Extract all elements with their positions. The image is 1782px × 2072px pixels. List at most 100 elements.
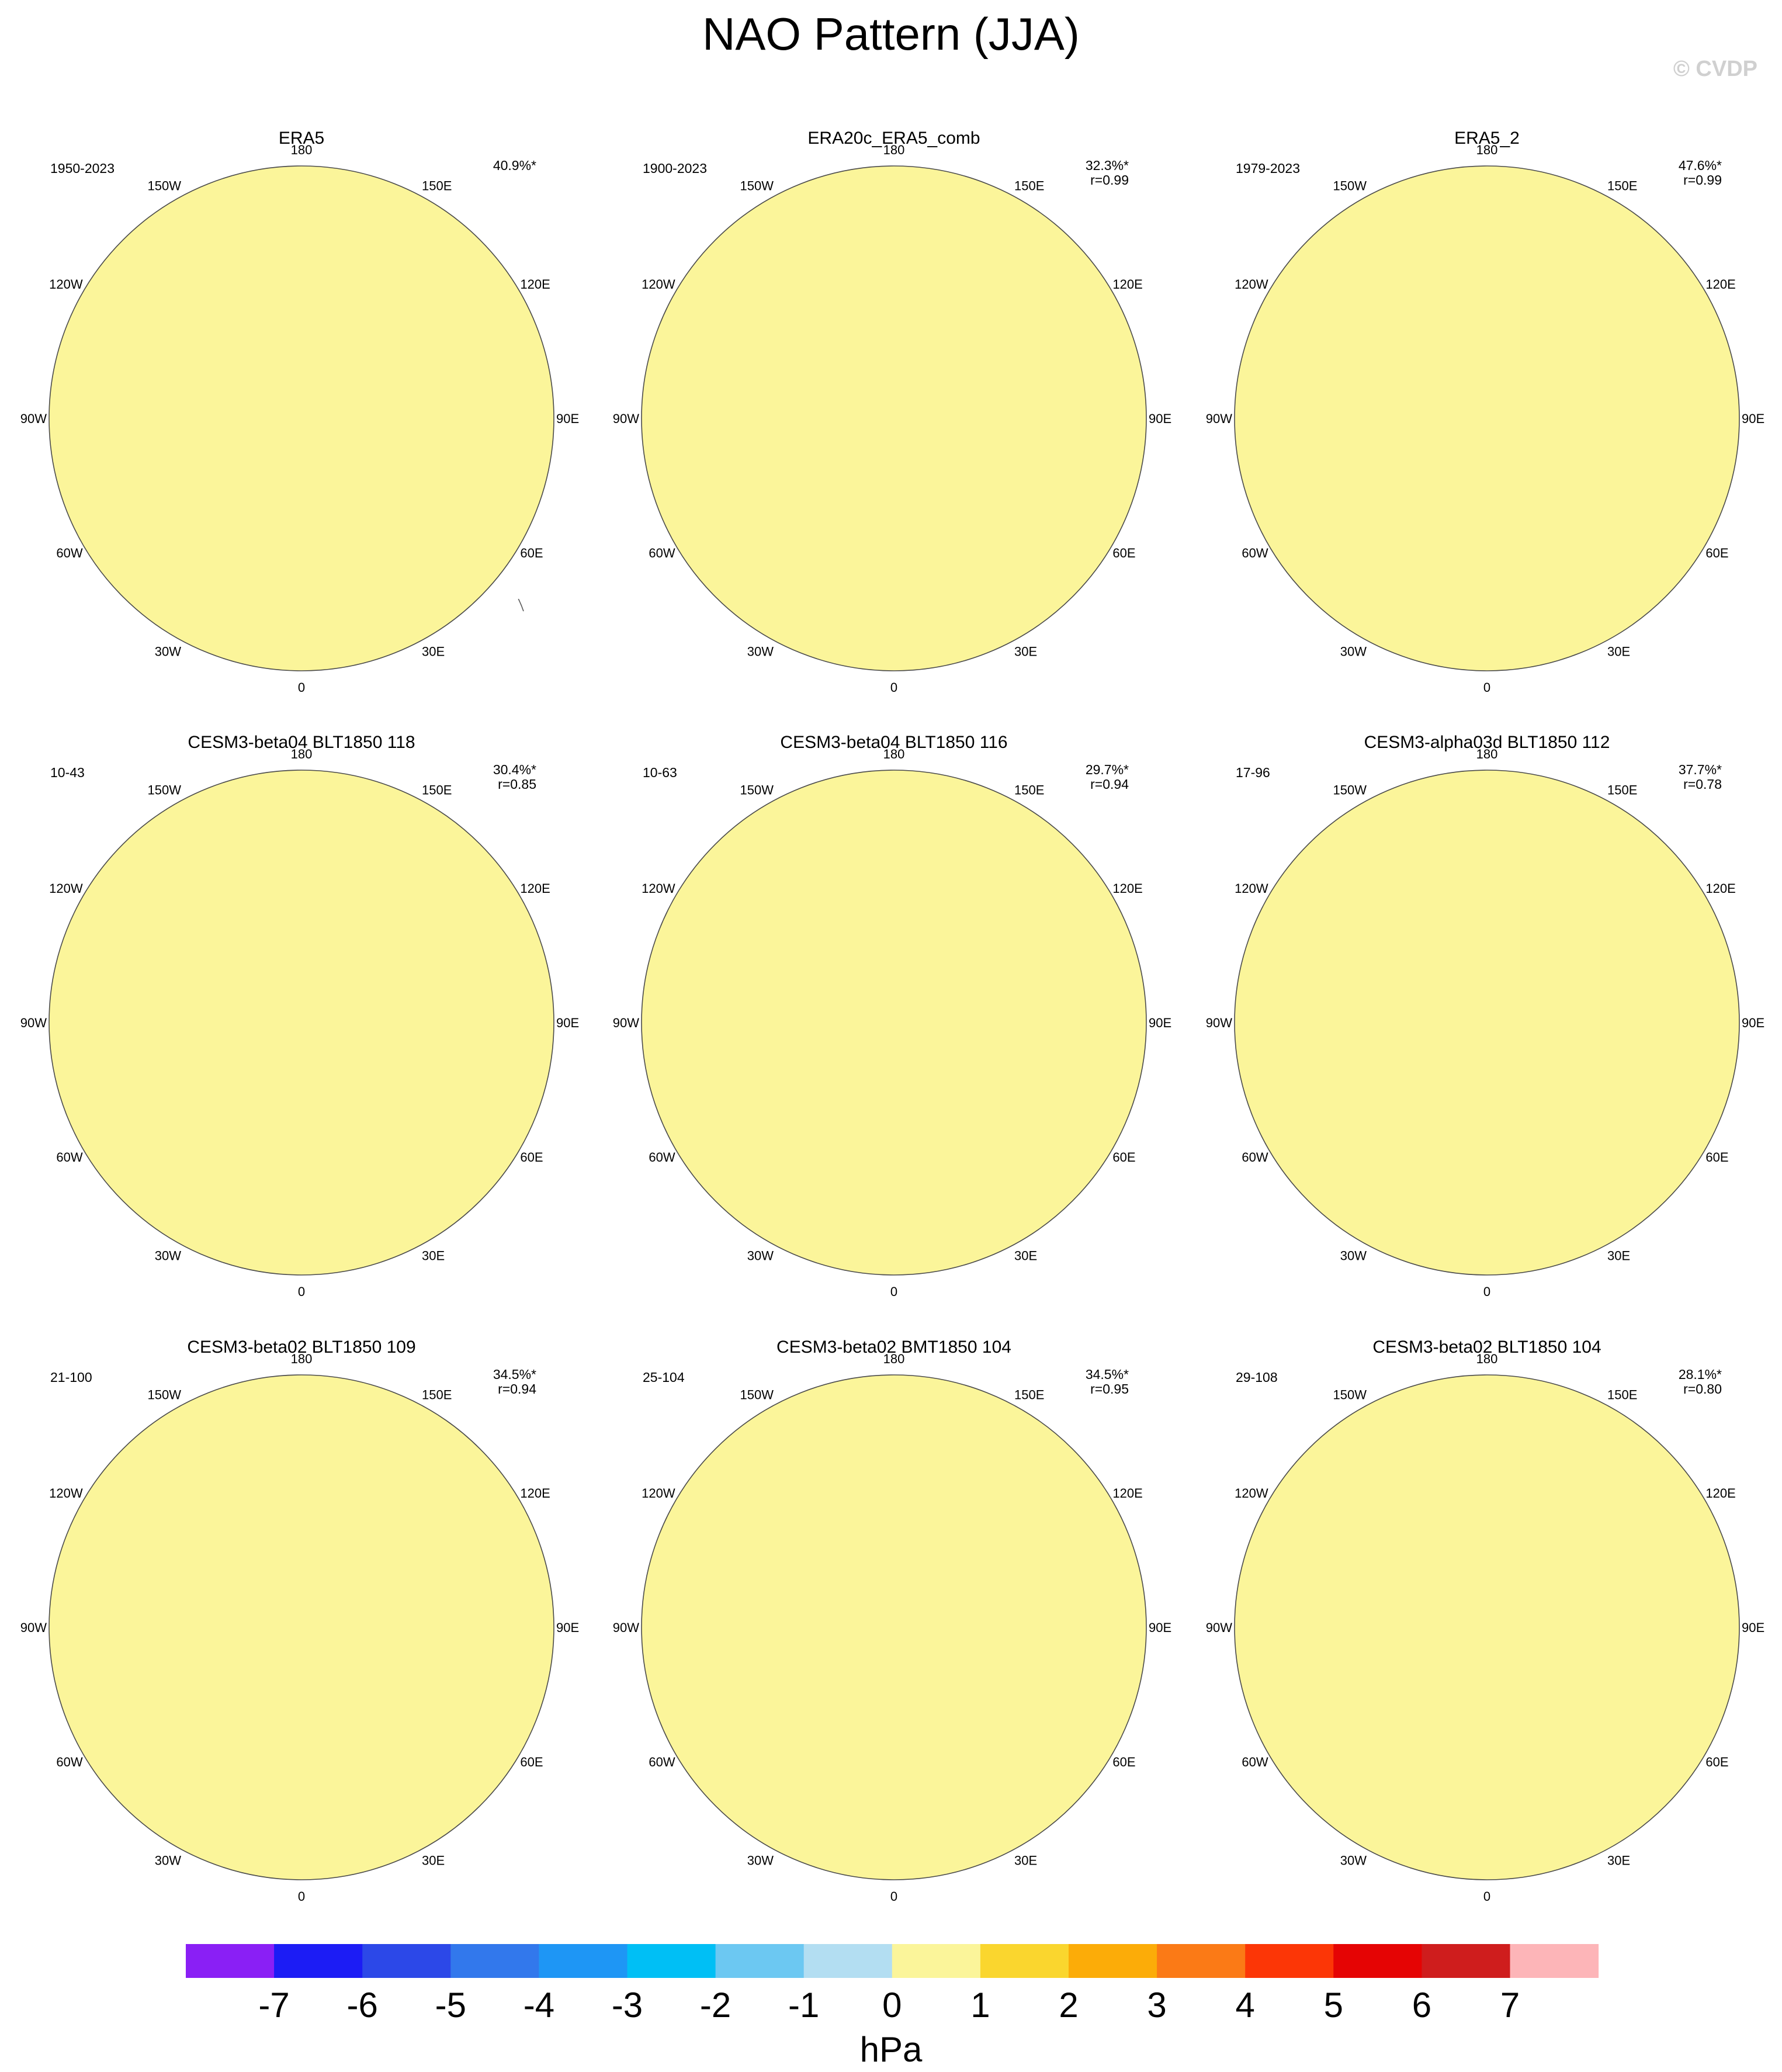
longitude-label: 90E <box>1742 1016 1764 1030</box>
figure-title: NAO Pattern (JJA) <box>702 8 1080 60</box>
map-panel: CESM3-alpha03d BLT1850 112 17-96 37.7%*r=0… <box>1206 733 1764 1299</box>
panel-title: ERA5 <box>279 129 324 148</box>
colorbar-swatch <box>1333 1944 1422 1978</box>
panel-variance-pct: 40.9%* <box>493 158 536 173</box>
longitude-label: 150W <box>148 783 182 798</box>
map-outline <box>48 1374 554 1880</box>
longitude-label: 120E <box>1705 881 1735 896</box>
panel-pattern-corr: r=0.99 <box>1090 172 1129 188</box>
panel-title: CESM3-beta02 BLT1850 104 <box>1372 1338 1601 1357</box>
map-panel: ERA20c_ERA5_comb 1900-2023 32.3%*r=0.99 180… <box>613 129 1171 695</box>
map-outline <box>1234 770 1740 1276</box>
longitude-label: 120W <box>49 277 83 292</box>
longitude-label: 120E <box>520 1486 550 1501</box>
longitude-label: 180 <box>291 1352 313 1366</box>
map-panel: CESM3-beta04 BLT1850 116 10-63 29.7%*r=0.9… <box>613 733 1171 1299</box>
colorbar-tick-label: 0 <box>882 1986 902 2025</box>
panel-years: 10-43 <box>50 765 85 780</box>
longitude-label: 90E <box>1742 1620 1764 1635</box>
panel-pattern-corr: r=0.78 <box>1683 777 1722 792</box>
longitude-label: 60E <box>1112 1150 1135 1165</box>
longitude-label: 120E <box>1705 1486 1735 1501</box>
longitude-label: 90W <box>613 1016 639 1030</box>
colorbar-swatch <box>1069 1944 1157 1978</box>
longitude-label: 0 <box>298 1284 305 1299</box>
longitude-label: 180 <box>291 747 313 761</box>
map-background <box>642 770 1146 1275</box>
map-outline <box>48 165 554 671</box>
longitude-label: 30W <box>1340 1248 1367 1263</box>
panel-pattern-corr: r=0.99 <box>1683 172 1722 188</box>
longitude-label: 180 <box>291 143 313 157</box>
longitude-label: 60W <box>1242 1755 1268 1769</box>
longitude-label: 90W <box>1206 411 1232 426</box>
longitude-label: 30E <box>1607 1853 1630 1867</box>
panel-variance-pct: 47.6%* <box>1679 158 1722 173</box>
colorbar-swatch <box>186 1944 275 1978</box>
map-background <box>49 1375 554 1880</box>
map-panel: CESM3-beta04 BLT1850 118 10-43 30.4%*r=0.8… <box>20 733 579 1299</box>
longitude-label: 180 <box>1476 1352 1498 1366</box>
longitude-label: 90W <box>613 411 639 426</box>
longitude-label: 180 <box>1476 143 1498 157</box>
colorbar-swatch <box>1422 1944 1510 1978</box>
colorbar-tick-label: 5 <box>1324 1986 1343 2025</box>
panel-years: 10-63 <box>643 765 677 780</box>
colorbar-tick-label: -7 <box>258 1986 289 2025</box>
longitude-label: 120W <box>49 881 83 896</box>
colorbar-swatch <box>892 1944 981 1978</box>
longitude-label: 0 <box>298 1889 305 1904</box>
longitude-label: 0 <box>1483 680 1490 695</box>
colorbar-swatch <box>980 1944 1069 1978</box>
panel-pattern-corr: r=0.85 <box>498 777 536 792</box>
longitude-label: 150E <box>1607 1388 1637 1402</box>
longitude-label: 90W <box>1206 1620 1232 1635</box>
longitude-label: 150E <box>1014 179 1044 193</box>
longitude-label: 150E <box>1607 179 1637 193</box>
longitude-label: 30E <box>422 1248 445 1263</box>
map-panel: CESM3-beta02 BLT1850 104 29-108 28.1%*r=0.… <box>1206 1338 1764 1904</box>
panel-years: 25-104 <box>643 1370 685 1385</box>
colorbar: -7 -6 -5 -4 -3 -2 -1 0 1 2 3 4 5 6 7 hPa <box>186 1944 1599 2069</box>
map-outline <box>641 165 1147 671</box>
longitude-label: 30E <box>422 644 445 659</box>
colorbar-tick-label: -4 <box>523 1986 554 2025</box>
longitude-label: 180 <box>883 1352 905 1366</box>
panel-pattern-corr: r=0.95 <box>1090 1381 1129 1397</box>
colorbar-unit: hPa <box>860 2030 923 2069</box>
longitude-label: 150W <box>740 783 774 798</box>
longitude-label: 90W <box>20 1620 47 1635</box>
map-outline <box>48 770 554 1276</box>
longitude-label: 180 <box>1476 747 1498 761</box>
longitude-label: 90W <box>613 1620 639 1635</box>
longitude-label: 30W <box>155 1853 181 1867</box>
longitude-label: 60E <box>1112 1755 1135 1769</box>
longitude-label: 30W <box>747 1853 774 1867</box>
longitude-label: 120E <box>520 277 550 292</box>
panel-variance-pct: 37.7%* <box>1679 762 1722 777</box>
colorbar-tick-label: 7 <box>1500 1986 1520 2025</box>
colorbar-tick-label: -1 <box>788 1986 819 2025</box>
panel-variance-pct: 28.1%* <box>1679 1367 1722 1382</box>
colorbar-tick-label: -3 <box>612 1986 643 2025</box>
panel-title: ERA5_2 <box>1454 129 1520 148</box>
colorbar-swatch <box>362 1944 451 1978</box>
panel-grid: ERA5 1950-2023 40.9%* 180 150E 120E 90E 60E 30E 0… <box>20 129 1764 1904</box>
longitude-label: 150E <box>1014 1388 1044 1402</box>
colorbar-swatch <box>715 1944 805 1978</box>
colorbar-tick-label: -5 <box>435 1986 466 2025</box>
longitude-label: 60W <box>649 1755 675 1769</box>
map-panel: ERA5 1950-2023 40.9%* 180 150E 120E 90E 60E 30E 0… <box>20 129 579 695</box>
longitude-label: 120E <box>520 881 550 896</box>
longitude-label: 90E <box>1742 411 1764 426</box>
colorbar-swatch <box>539 1944 627 1978</box>
longitude-label: 60W <box>56 546 82 560</box>
longitude-label: 150E <box>422 179 452 193</box>
map-background <box>1235 1375 1739 1880</box>
longitude-label: 60E <box>1705 1755 1728 1769</box>
longitude-label: 90E <box>1149 1620 1171 1635</box>
longitude-label: 30E <box>422 1853 445 1867</box>
longitude-label: 60W <box>56 1150 82 1165</box>
longitude-label: 180 <box>883 747 905 761</box>
